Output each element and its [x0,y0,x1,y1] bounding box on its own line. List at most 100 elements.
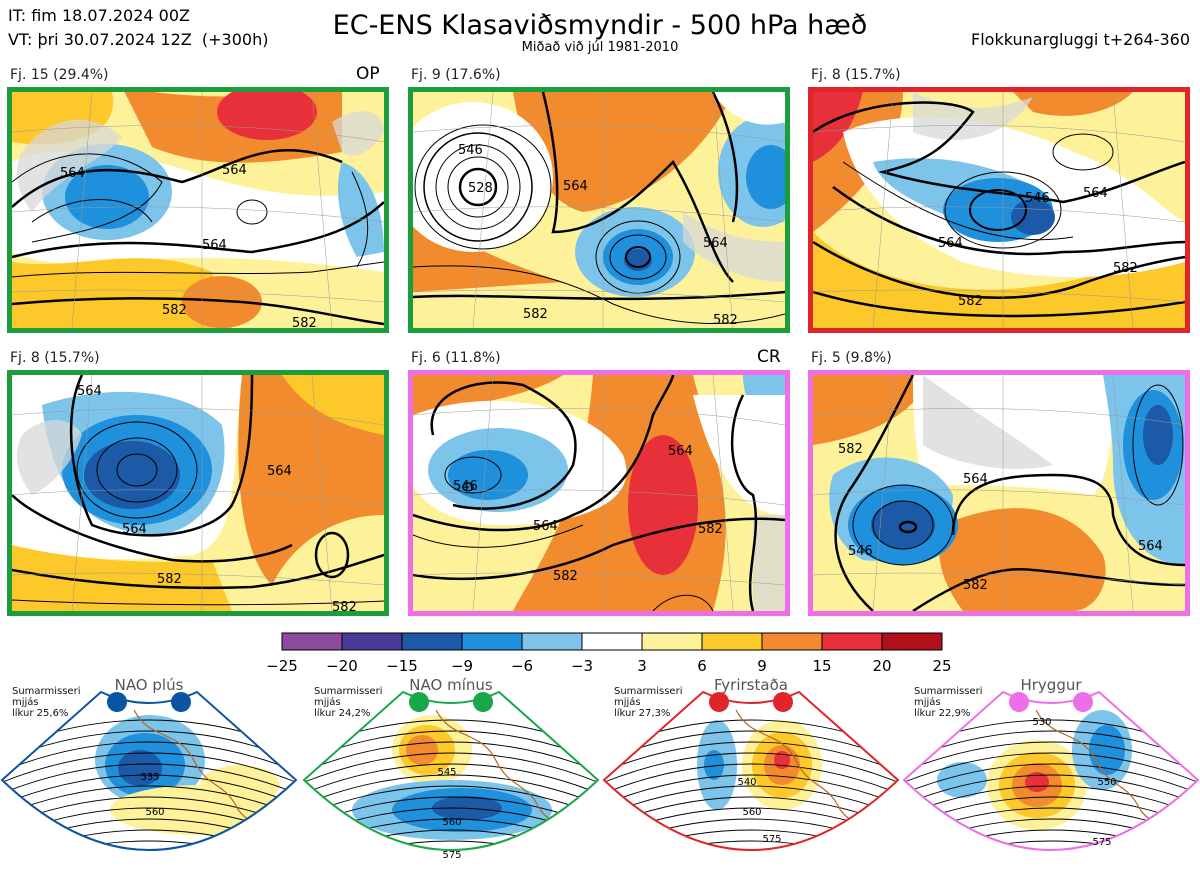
cluster-5-map: 546 564 564 582 582 [408,370,790,616]
regime-contour-label: 530 [1032,717,1051,728]
contour-label: 582 [162,303,187,318]
regime-note-line: mjjás [914,697,941,708]
page-subtitle: Miðað við júl 1981-2010 [521,40,679,55]
contour-label: 528 [468,181,493,196]
regime-note: Sumarmisseri mjjás líkur 27,3% [614,686,682,719]
colorbar-segment [341,632,403,651]
page-title: EC-ENS Klasaviðsmyndir - 500 hPa hæð [332,10,868,41]
regime-contour-label: 560 [442,817,461,828]
colorbar-segment [641,632,703,651]
contour-label: 564 [938,236,963,251]
regime-map: 540 560 575 [602,690,900,851]
regime-note-line: Sumarmisseri [12,686,81,697]
contour-label: 564 [1138,539,1163,554]
cluster-2-label: Fj. 9 (17.6%) [411,67,501,83]
contour-label: 564 [533,519,558,534]
regime-title: NAO plús [114,676,184,694]
regime-marker-dot [1073,692,1093,712]
regime-map: 535 560 [0,690,298,851]
regime-note-line: líkur 24,2% [314,708,371,719]
contour-label: 582 [332,600,357,611]
contour-label: 582 [838,442,863,457]
colorbar-segment [761,632,823,651]
contour-label: 564 [668,444,693,459]
contour-label: 564 [122,522,147,537]
regime-contour-label: 540 [737,777,756,788]
contour-label: 582 [1113,261,1138,276]
regime-note-line: Sumarmisseri [314,686,383,697]
regime-note-line: Sumarmisseri [614,686,683,697]
cluster-4-map: 564 564 564 582 582 [7,370,389,616]
colorbar-tick-label: 25 [932,657,952,675]
cluster-6-label: Fj. 5 (9.8%) [811,350,892,366]
contour-label: 582 [157,572,182,587]
contour-label: 546 [848,544,873,559]
regime-marker-dot [1009,692,1029,712]
regime-note: Sumarmisseri mjjás líkur 24,2% [314,686,382,719]
colorbar-tick-label: −20 [326,657,358,675]
contour-label: 546 [453,479,478,494]
initial-time: IT: fim 18.07.2024 00Z [8,6,190,25]
regime-note-line: líkur 25,6% [12,708,69,719]
regime-contour-label: 560 [145,807,164,818]
regime-note-line: líkur 27,3% [614,708,671,719]
regime-note: Sumarmisseri mjjás líkur 25,6% [12,686,80,719]
cluster-1-tag: OP [356,64,380,84]
regime-marker-dot [709,692,729,712]
cluster-3-label: Fj. 8 (15.7%) [811,67,901,83]
colorbar-tick-label: 6 [697,657,707,675]
contour-label: 564 [563,179,588,194]
contour-label: 564 [267,464,292,479]
colorbar-tick-label: −15 [386,657,418,675]
contour-label: 564 [703,236,728,251]
colorbar-segment [401,632,463,651]
colorbar-tick-label: −6 [510,657,534,675]
regime-note-line: líkur 22,9% [914,708,971,719]
colorbar-tick-label: −9 [450,657,474,675]
cluster-6-map: 582 564 546 564 582 [808,370,1190,616]
colorbar-tick-label: 3 [637,657,647,675]
contour-label: 546 [1025,191,1050,206]
regime-note-line: Sumarmisseri [914,686,983,697]
cluster-3-map: 546 564 564 582 582 [808,87,1190,333]
cluster-1-label: Fj. 15 (29.4%) [10,67,109,83]
regime-note: Sumarmisseri mjjás líkur 22,9% [914,686,982,719]
colorbar-tick-label: −3 [570,657,594,675]
colorbar-tick-label: 9 [757,657,767,675]
regime-note-line: mjjás [314,697,341,708]
regime-title: Fyrirstaða [714,676,788,694]
classification-window: Flokkunargluggi t+264-360 [971,30,1190,49]
regime-note-line: mjjás [12,697,39,708]
contour-label: 582 [292,316,317,328]
cluster-4-label: Fj. 8 (15.7%) [10,350,100,366]
contour-label: 564 [963,472,988,487]
colorbar-segment [581,632,643,651]
colorbar [281,632,943,651]
colorbar-tick-label: −25 [266,657,298,675]
regime-contour-label: 560 [742,807,761,818]
regime-marker-dot [773,692,793,712]
contour-label: 582 [713,313,738,328]
regime-contour-label: 545 [437,767,456,778]
regime-contour-label: 575 [442,850,461,861]
contour-label: 564 [60,166,85,181]
regime-marker-dot [409,692,429,712]
colorbar-segment [521,632,583,651]
regime-map: 530 550 575 [902,690,1200,851]
contour-label: 582 [958,294,983,309]
contour-label: 564 [202,238,227,253]
regime-marker-dot [107,692,127,712]
cluster-2-map: 564 546 528 564 582 582 [408,87,790,333]
contour-label: 582 [523,307,548,322]
contour-label: 564 [77,384,102,399]
regime-contour-label: 550 [1097,777,1116,788]
colorbar-segment [881,632,943,651]
regime-title: Hryggur [1020,676,1082,694]
regime-note-line: mjjás [614,697,641,708]
colorbar-tick-label: 15 [812,657,832,675]
contour-label: 582 [553,569,578,584]
regime-contour-label: 575 [762,834,781,845]
contour-label: 564 [222,163,247,178]
colorbar-segment [461,632,523,651]
valid-time: VT: þri 30.07.2024 12Z (+300h) [8,30,269,49]
